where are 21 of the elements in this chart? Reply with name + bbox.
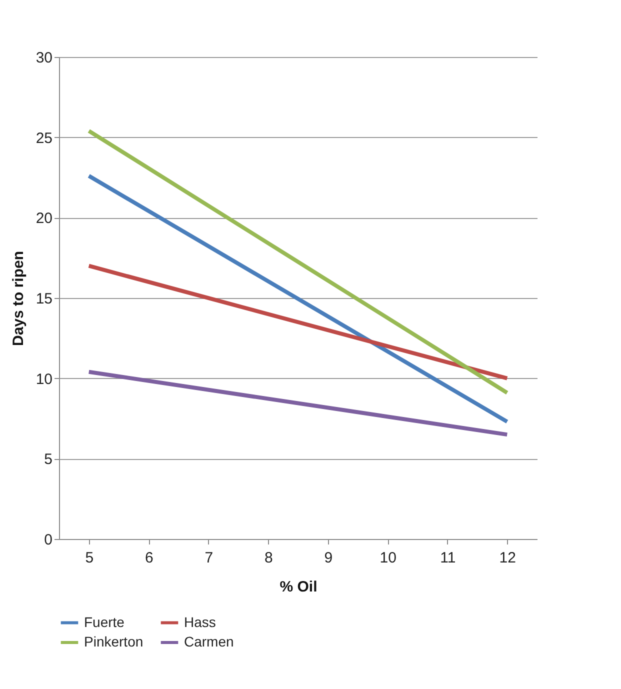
legend-label: Pinkerton bbox=[84, 634, 144, 650]
x-tick-label: 12 bbox=[499, 550, 516, 566]
y-tick-label: 15 bbox=[36, 290, 52, 308]
x-axis-title: % Oil bbox=[280, 578, 318, 596]
y-axis-title: Days to ripen bbox=[10, 250, 27, 346]
x-tick-label: 11 bbox=[440, 550, 456, 566]
legend-label: Hass bbox=[184, 614, 216, 630]
x-tick-label: 7 bbox=[204, 550, 214, 566]
x-tick-label: 5 bbox=[85, 550, 94, 566]
legend-label: Fuerte bbox=[84, 614, 125, 630]
x-tick-label: 9 bbox=[324, 550, 333, 566]
x-tick-label: 8 bbox=[264, 550, 273, 566]
y-tick-label: 30 bbox=[36, 50, 52, 66]
y-tick-label: 5 bbox=[44, 451, 52, 468]
x-tick-label: 6 bbox=[144, 550, 154, 566]
legend-label: Carmen bbox=[184, 634, 234, 650]
y-tick-label: 20 bbox=[36, 210, 52, 228]
y-tick-label: 10 bbox=[36, 370, 52, 388]
y-tick-label: 25 bbox=[36, 130, 52, 147]
x-tick-label: 10 bbox=[380, 550, 396, 566]
y-tick-label: 0 bbox=[44, 532, 52, 548]
